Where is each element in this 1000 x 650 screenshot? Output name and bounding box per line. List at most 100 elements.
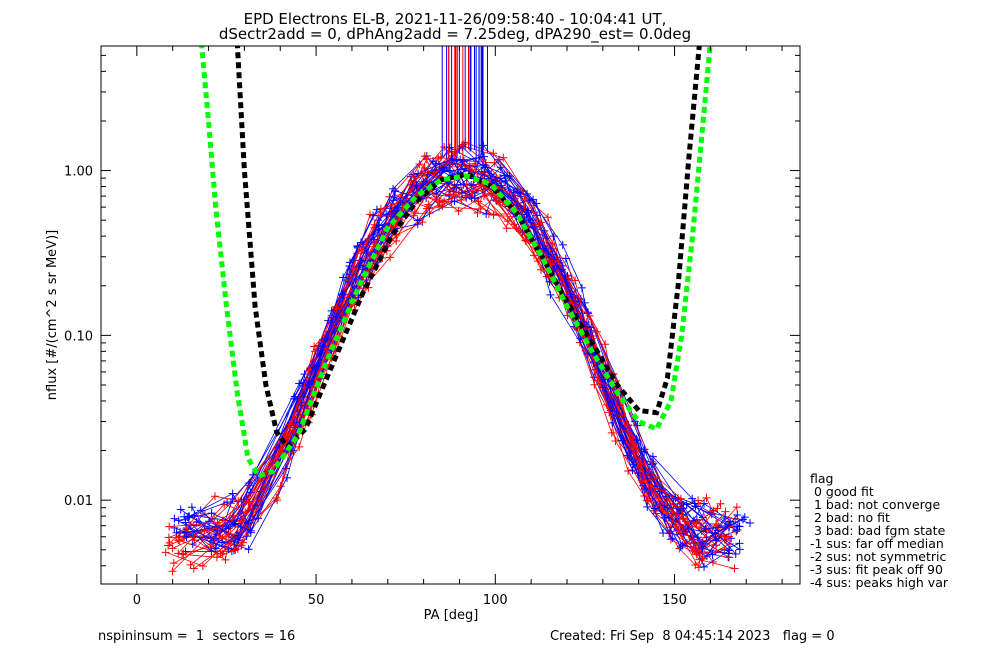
data-point [221,555,230,564]
chart-title-line2: dSectr2add = 0, dPhAng2add = 7.25deg, dP… [219,25,691,44]
data-point [183,513,192,522]
data-point [660,501,669,510]
data-point [468,165,477,174]
data-point [218,549,227,558]
data-point [164,541,173,550]
x-tick-label: 150 [662,593,687,608]
data-point [176,505,185,514]
data-point [339,273,348,282]
data-point [382,210,391,219]
data-point [223,498,232,507]
data-point [502,224,511,233]
data-point [720,514,729,523]
data-point [730,564,739,573]
data-point [234,536,243,545]
data-point [422,155,431,164]
data-point [318,342,327,351]
data-point [234,497,243,506]
data-point [624,466,633,475]
data-point [386,253,395,262]
data-point [731,549,740,558]
data-point [577,283,586,292]
data-point [311,347,320,356]
data-point [390,193,399,202]
data-point [305,380,314,389]
data-point [226,539,235,548]
data-point [746,519,755,528]
data-point [725,546,734,555]
data-point [605,408,614,417]
data-point [489,211,498,220]
data-point [198,562,207,571]
data-point [186,560,195,569]
data-point [233,545,242,554]
data-point [462,193,471,202]
data-point [708,550,717,559]
data-point [168,544,177,553]
data-point [415,160,424,169]
y-tick-label: 1.00 [64,165,93,180]
data-point [505,172,514,181]
data-point [438,202,447,211]
data-point [458,161,467,170]
data-point [272,493,281,502]
spin-curve [193,160,726,569]
data-point [467,194,476,203]
data-point [374,225,383,234]
data-point [637,476,646,485]
data-point [457,196,466,205]
data-point [161,548,170,557]
data-point [549,232,558,241]
data-point [668,534,677,543]
data-point [357,245,366,254]
data-point [207,547,216,556]
chart-title-line1: EPD Electrons EL-B, 2021-11-26/09:58:40 … [244,10,667,28]
data-point [413,220,422,229]
footer-right: Created: Fri Sep 8 04:45:14 2023 flag = … [550,629,835,644]
data-point [246,488,255,497]
data-point [489,149,498,158]
data-point [490,158,499,167]
data-point [478,161,487,170]
data-point [520,194,529,203]
data-point [740,513,749,522]
data-point [241,497,250,506]
footer-left: nspininsum = 1 sectors = 16 [98,629,295,644]
data-point [558,240,567,249]
data-point [720,545,729,554]
data-point [711,536,720,545]
legend-item: -2 sus: not symmetric [810,549,946,564]
data-point [170,523,179,532]
data-point [732,503,741,512]
data-point [476,204,485,213]
data-point [187,503,196,512]
data-point [170,514,179,523]
data-point [467,181,476,190]
data-point [688,494,697,503]
legend-item: 1 bad: not converge [810,497,940,512]
data-point [244,545,253,554]
data-point [494,155,503,164]
data-point [593,327,602,336]
data-point [179,549,188,558]
data-point [611,436,620,445]
data-point [169,559,178,568]
data-point [633,436,642,445]
data-point [528,216,537,225]
data-point [732,526,741,535]
data-point [700,499,709,508]
x-tick-label: 100 [483,593,508,608]
data-point [725,539,734,548]
data-point [452,155,461,164]
data-point [480,152,489,161]
data-point [721,507,730,516]
data-point [698,544,707,553]
data-point [566,290,575,299]
data-point [629,460,638,469]
data-point [182,532,191,541]
data-point [628,466,637,475]
data-point [520,204,529,213]
data-point [454,207,463,216]
data-point [590,380,599,389]
data-point [702,552,711,561]
